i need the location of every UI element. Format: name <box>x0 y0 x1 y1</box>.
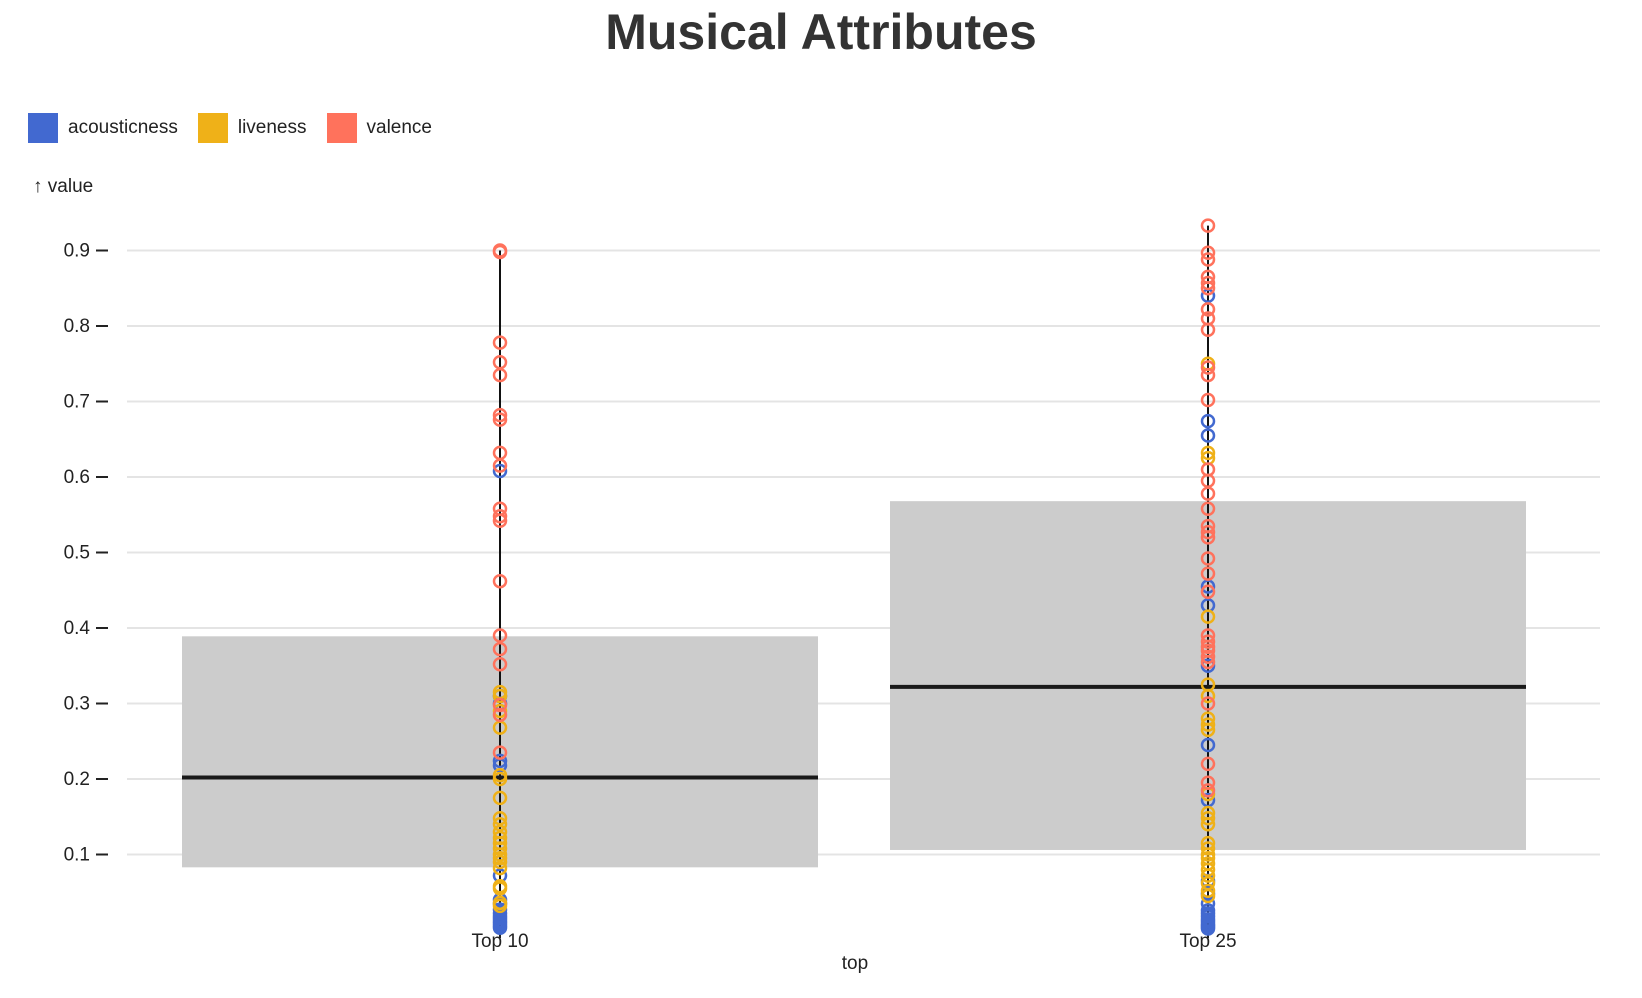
point-valence-top-10-13 <box>492 628 508 643</box>
point-liveness-top-10-3 <box>492 878 508 894</box>
legend-swatch-valence <box>326 113 357 143</box>
point-valence-top-10-14 <box>492 641 508 657</box>
point-liveness-top-25-12 <box>1200 805 1216 821</box>
y-axis-label: ↑ value <box>33 176 93 197</box>
point-valence-top-25-27 <box>1200 654 1216 670</box>
point-liveness-top-10-11 <box>492 824 508 840</box>
y-tick-label-0-6: 0.6 <box>64 467 90 488</box>
y-tick-label-0-5: 0.5 <box>64 543 90 564</box>
legend-item-acousticness[interactable]: acousticness <box>28 113 178 143</box>
x-tick-label-top-10: Top 10 <box>471 931 528 952</box>
legend-swatch-liveness <box>197 113 228 143</box>
point-liveness-top-25-1 <box>1200 883 1216 898</box>
point-liveness-top-10-8 <box>492 841 508 856</box>
point-liveness-top-25-18 <box>1200 677 1216 692</box>
point-valence-top-10-4 <box>492 367 508 383</box>
y-tick-label-0-1: 0.1 <box>64 845 90 866</box>
point-valence-top-25-28 <box>1200 696 1216 711</box>
legend-label-acousticness: acousticness <box>68 117 178 138</box>
point-valence-top-25-19 <box>1200 551 1216 566</box>
point-liveness-top-25-9 <box>1200 835 1216 851</box>
point-valence-top-25-18 <box>1200 530 1216 545</box>
point-valence-top-25-14 <box>1200 486 1216 501</box>
point-liveness-top-10-12 <box>492 817 508 832</box>
point-valence-top-25-4 <box>1200 275 1216 291</box>
point-liveness-top-10-16 <box>492 767 508 783</box>
y-tick-label-0-7: 0.7 <box>64 392 90 413</box>
point-liveness-top-25-16 <box>1200 711 1216 726</box>
legend-item-valence[interactable]: valence <box>326 113 433 143</box>
point-valence-top-10-10 <box>492 509 508 524</box>
point-valence-top-25-17 <box>1200 524 1216 540</box>
legend: acousticness liveness valence <box>28 113 452 143</box>
point-liveness-top-25-19 <box>1200 609 1216 624</box>
legend-item-liveness[interactable]: liveness <box>197 113 307 143</box>
point-liveness-top-25-5 <box>1200 856 1216 871</box>
x-axis-label: top <box>842 953 868 974</box>
point-valence-top-10-15 <box>492 656 508 672</box>
point-valence-top-25-1 <box>1200 245 1216 261</box>
point-valence-top-10-11 <box>492 513 508 529</box>
point-acousticness-top-10-15 <box>492 463 508 479</box>
point-acousticness-top-25-13 <box>1200 737 1216 753</box>
point-liveness-top-25-15 <box>1200 717 1216 732</box>
point-valence-top-10-16 <box>492 697 508 713</box>
point-valence-top-25-5 <box>1200 281 1216 296</box>
box-layer <box>182 225 1526 930</box>
point-valence-top-10-8 <box>492 458 508 473</box>
point-liveness-top-10-10 <box>492 830 508 846</box>
point-valence-top-25-9 <box>1200 360 1216 375</box>
point-valence-top-10-5 <box>492 407 508 423</box>
point-acousticness-top-25-18 <box>1200 413 1216 429</box>
point-layer <box>492 218 1216 936</box>
point-liveness-top-25-2 <box>1200 875 1216 891</box>
point-valence-top-25-21 <box>1200 584 1216 600</box>
point-liveness-top-25-21 <box>1200 445 1216 461</box>
point-valence-top-25-2 <box>1200 252 1216 267</box>
point-valence-top-25-31 <box>1200 783 1216 798</box>
point-acousticness-top-25-17 <box>1200 428 1216 443</box>
point-valence-top-10-12 <box>492 573 508 589</box>
point-liveness-top-10-13 <box>492 811 508 826</box>
point-liveness-top-10-1 <box>492 895 508 911</box>
y-tick-label-0-2: 0.2 <box>64 769 90 790</box>
point-liveness-top-10-14 <box>492 790 508 806</box>
point-valence-top-25-6 <box>1200 302 1216 317</box>
legend-label-liveness: liveness <box>237 117 307 138</box>
point-valence-top-25-8 <box>1200 322 1216 338</box>
y-tick-label-0-9: 0.9 <box>64 241 90 262</box>
y-tick-label-0-3: 0.3 <box>64 694 90 715</box>
chart-title: Musical Attributes <box>605 4 1037 60</box>
point-valence-top-25-26 <box>1200 649 1216 664</box>
point-liveness-top-10-4 <box>492 860 508 876</box>
point-valence-top-25-0 <box>1200 218 1216 233</box>
point-valence-top-10-18 <box>492 745 508 760</box>
point-valence-top-10-6 <box>492 412 508 427</box>
x-tick-label-top-25: Top 25 <box>1179 931 1236 952</box>
point-valence-top-25-15 <box>1200 501 1216 516</box>
point-valence-top-25-29 <box>1200 756 1216 772</box>
point-valence-top-25-30 <box>1200 775 1216 791</box>
point-liveness-top-25-8 <box>1200 841 1216 856</box>
point-acousticness-top-25-8 <box>1200 903 1216 918</box>
point-valence-top-10-17 <box>492 707 508 723</box>
point-valence-top-25-20 <box>1200 566 1216 581</box>
legend-label-valence: valence <box>366 117 433 138</box>
point-acousticness-top-10-12 <box>492 753 508 769</box>
point-valence-top-10-1 <box>492 244 508 260</box>
legend-swatch-acousticness <box>28 113 58 143</box>
point-valence-top-25-11 <box>1200 392 1216 408</box>
point-valence-top-10-2 <box>492 335 508 350</box>
y-tick-label-0-4: 0.4 <box>64 618 91 639</box>
point-valence-top-25-10 <box>1200 367 1216 383</box>
point-liveness-top-25-11 <box>1200 811 1216 826</box>
point-valence-top-25-23 <box>1200 634 1216 649</box>
y-tick-label-0-8: 0.8 <box>64 316 90 337</box>
